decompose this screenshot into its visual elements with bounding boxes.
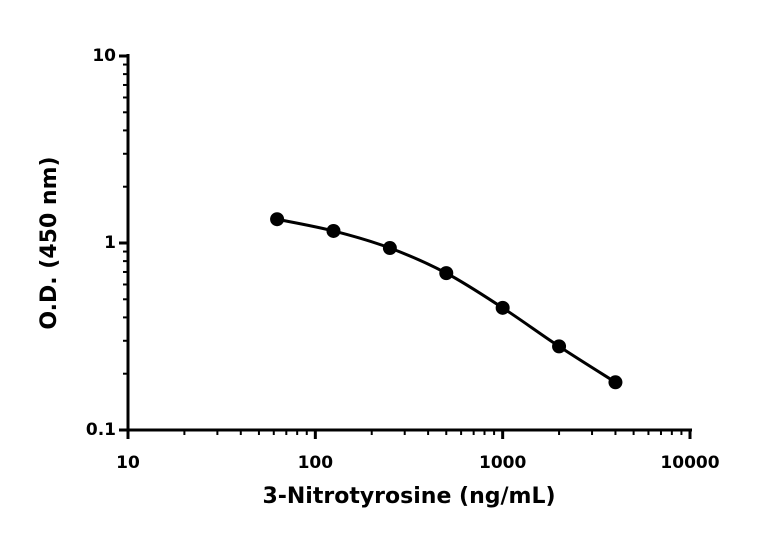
data-point — [495, 300, 510, 315]
data-point — [382, 241, 397, 256]
data-point — [270, 212, 285, 227]
data-point — [608, 375, 623, 390]
x-tick-label: 10 — [116, 453, 140, 473]
data-point — [552, 339, 567, 354]
x-axis-title: 3-Nitrotyrosine (ng/mL) — [262, 484, 555, 509]
y-tick-label: 1 — [104, 233, 116, 253]
x-tick-label: 1000 — [479, 453, 526, 473]
x-tick-label: 100 — [298, 453, 334, 473]
fit-curve — [276, 217, 617, 384]
y-tick-label: 0.1 — [86, 420, 116, 440]
y-tick-label: 10 — [92, 46, 116, 66]
data-point — [326, 223, 341, 238]
y-axis-title: O.D. (450 nm) — [37, 156, 62, 329]
x-tick-label: 10000 — [660, 453, 719, 473]
data-point — [439, 266, 454, 281]
